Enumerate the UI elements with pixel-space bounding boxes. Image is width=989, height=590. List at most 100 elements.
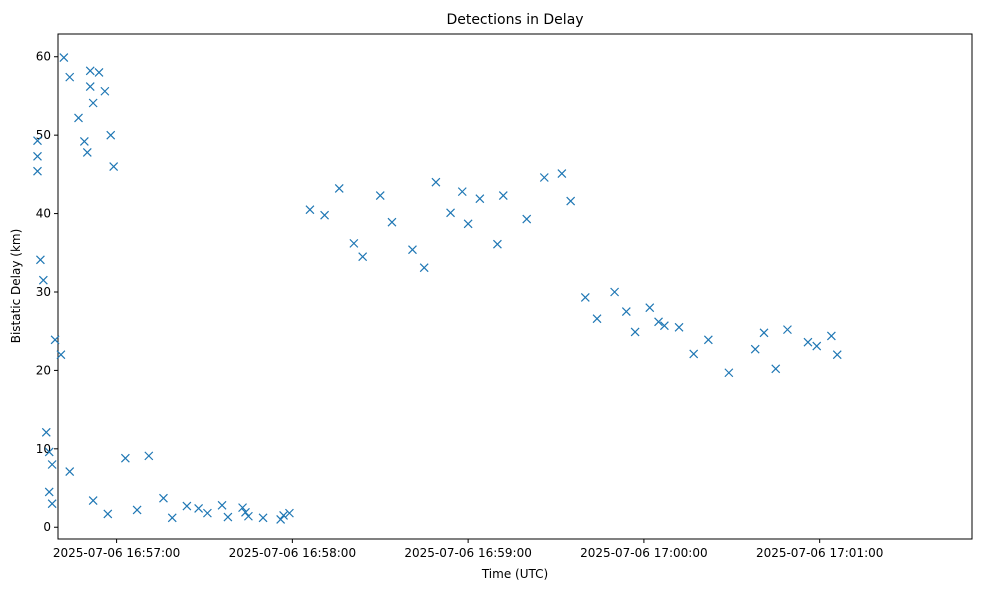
data-point-marker — [498, 191, 508, 200]
data-point-marker — [659, 321, 669, 331]
y-tick-label: 60 — [36, 50, 51, 64]
x-tick-label: 2025-07-06 16:58:00 — [229, 546, 356, 560]
data-point-marker — [276, 514, 286, 524]
data-point-marker — [431, 177, 441, 187]
data-point-marker — [258, 513, 268, 523]
data-point-marker — [592, 314, 602, 324]
data-point-marker — [621, 307, 631, 317]
data-point-marker — [47, 460, 57, 469]
data-point-marker — [120, 453, 130, 463]
y-tick-label: 40 — [36, 207, 51, 221]
data-point-marker — [832, 350, 842, 360]
data-point-marker — [56, 350, 66, 360]
x-tick-label: 2025-07-06 16:57:00 — [53, 546, 180, 560]
data-point-marker — [33, 136, 42, 146]
data-point-marker — [41, 427, 51, 437]
data-point-marker — [539, 173, 549, 182]
data-point-marker — [457, 187, 467, 197]
data-point-marker — [750, 344, 760, 354]
chart-title: Detections in Delay — [446, 12, 583, 28]
data-point-marker — [759, 328, 769, 338]
data-point-marker — [74, 113, 83, 123]
data-point-marker — [522, 214, 532, 224]
data-point-marker — [182, 501, 192, 511]
data-point-marker — [243, 511, 253, 521]
data-point-marker — [241, 507, 250, 517]
data-point-marker — [85, 66, 95, 76]
x-axis: 2025-07-06 16:57:00 2025-07-06 16:58:00 20… — [53, 539, 883, 560]
data-point-marker — [724, 368, 734, 378]
data-point-marker — [33, 151, 42, 161]
y-tick-label: 30 — [36, 285, 51, 299]
data-point-marker — [279, 511, 288, 520]
data-point-marker — [35, 255, 45, 265]
y-tick-label: 0 — [43, 520, 51, 534]
data-point-marker — [645, 303, 655, 313]
data-point-marker — [85, 82, 95, 91]
data-point-marker — [44, 487, 54, 497]
data-point-marker — [475, 194, 485, 204]
x-tick-label: 2025-07-06 17:00:00 — [580, 546, 707, 560]
data-point-marker — [826, 331, 836, 341]
data-point-marker — [803, 337, 813, 347]
data-point-marker — [79, 137, 89, 146]
data-point-marker — [320, 210, 330, 220]
data-point-marker — [419, 263, 429, 273]
data-point-marker — [630, 327, 640, 337]
data-point-marker — [88, 496, 98, 506]
data-point-marker — [194, 503, 204, 513]
data-point-marker — [492, 239, 502, 249]
data-point-marker — [387, 217, 397, 227]
data-point-marker — [375, 191, 385, 200]
data-point-marker — [103, 509, 113, 519]
data-point-marker — [689, 349, 699, 359]
y-tick-label: 20 — [36, 363, 51, 377]
data-point-marker — [65, 72, 75, 82]
data-point-marker — [557, 169, 567, 179]
data-point-marker — [106, 130, 116, 140]
plot-area-frame — [57, 33, 973, 540]
data-point-marker — [159, 493, 168, 503]
data-point-marker — [703, 335, 713, 345]
data-point-marker — [305, 205, 315, 215]
data-points — [33, 53, 842, 524]
data-point-marker — [44, 447, 54, 457]
y-axis-label: Bistatic Delay (km) — [9, 229, 23, 344]
data-point-marker — [50, 335, 60, 345]
data-point-marker — [88, 98, 98, 108]
data-point-marker — [446, 208, 455, 218]
data-point-marker — [202, 508, 212, 518]
data-point-marker — [358, 252, 368, 262]
data-point-marker — [463, 219, 473, 229]
data-point-marker — [349, 238, 359, 248]
data-point-marker — [38, 275, 48, 285]
data-point-marker — [59, 53, 69, 62]
data-point-marker — [144, 451, 154, 461]
data-point-marker — [674, 322, 684, 332]
y-tick-label: 10 — [36, 442, 51, 456]
data-point-marker — [771, 364, 781, 374]
data-point-marker — [580, 293, 590, 302]
data-point-marker — [47, 499, 57, 509]
data-point-marker — [334, 184, 344, 193]
data-point-marker — [94, 67, 104, 77]
data-point-marker — [65, 467, 75, 476]
data-point-marker — [100, 86, 110, 96]
data-point-marker — [654, 317, 663, 327]
data-point-marker — [285, 508, 294, 518]
x-axis-label: Time (UTC) — [481, 567, 548, 581]
data-point-marker — [238, 503, 247, 513]
data-point-marker — [812, 341, 822, 351]
data-point-marker — [109, 162, 119, 171]
x-tick-label: 2025-07-06 17:01:00 — [756, 546, 883, 560]
data-point-marker — [33, 166, 42, 176]
data-point-marker — [167, 513, 177, 523]
data-point-marker — [610, 287, 620, 297]
data-point-marker — [223, 512, 233, 522]
data-point-marker — [132, 505, 142, 515]
x-tick-label: 2025-07-06 16:59:00 — [404, 546, 531, 560]
data-point-marker — [82, 147, 92, 157]
